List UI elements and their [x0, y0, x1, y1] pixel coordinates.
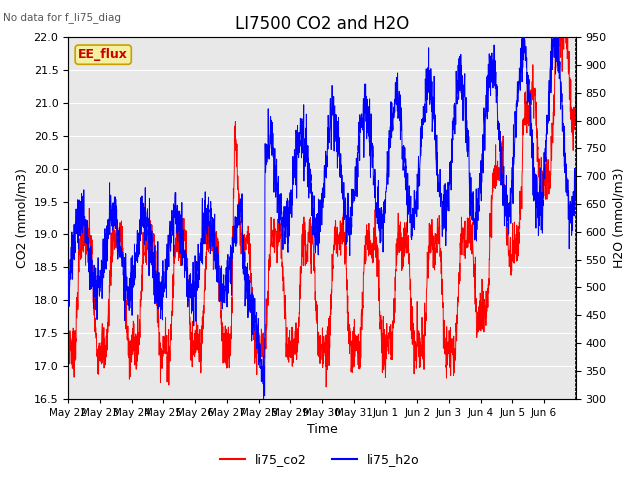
Text: EE_flux: EE_flux [78, 48, 128, 61]
Text: No data for f_li75_diag: No data for f_li75_diag [3, 12, 121, 23]
X-axis label: Time: Time [307, 423, 337, 436]
Y-axis label: H2O (mmol/m3): H2O (mmol/m3) [612, 168, 625, 268]
Title: LI7500 CO2 and H2O: LI7500 CO2 and H2O [235, 15, 409, 33]
Y-axis label: CO2 (mmol/m3): CO2 (mmol/m3) [15, 168, 28, 268]
Legend: li75_co2, li75_h2o: li75_co2, li75_h2o [215, 448, 425, 471]
